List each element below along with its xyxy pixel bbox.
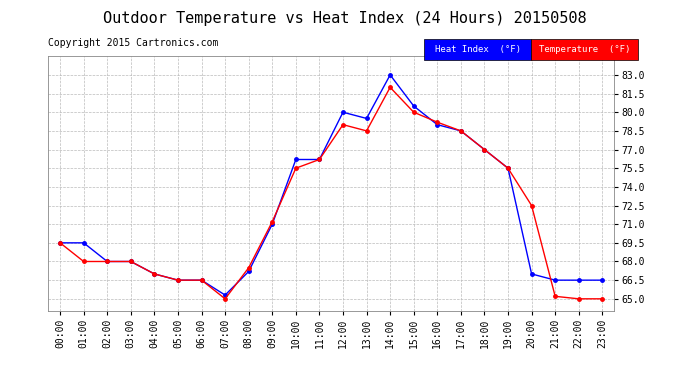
Text: Copyright 2015 Cartronics.com: Copyright 2015 Cartronics.com [48, 38, 219, 48]
Text: Heat Index  (°F): Heat Index (°F) [435, 45, 521, 54]
Text: Temperature  (°F): Temperature (°F) [539, 45, 631, 54]
Text: Outdoor Temperature vs Heat Index (24 Hours) 20150508: Outdoor Temperature vs Heat Index (24 Ho… [104, 11, 586, 26]
